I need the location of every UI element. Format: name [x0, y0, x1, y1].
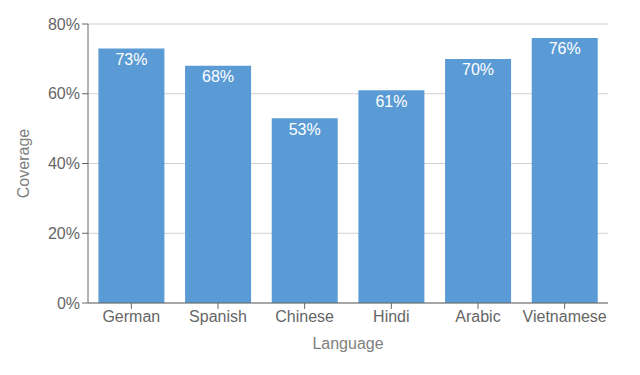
svg-text:Spanish: Spanish — [189, 308, 247, 325]
svg-text:Chinese: Chinese — [275, 308, 334, 325]
svg-text:20%: 20% — [48, 225, 80, 242]
svg-text:53%: 53% — [289, 121, 321, 138]
svg-text:Arabic: Arabic — [455, 308, 500, 325]
svg-text:Vietnamese: Vietnamese — [523, 308, 607, 325]
svg-text:80%: 80% — [48, 16, 80, 33]
svg-text:68%: 68% — [202, 68, 234, 85]
svg-text:73%: 73% — [115, 51, 147, 68]
svg-text:Coverage: Coverage — [15, 129, 32, 198]
svg-text:60%: 60% — [48, 85, 80, 102]
svg-text:0%: 0% — [57, 295, 80, 312]
svg-text:70%: 70% — [462, 61, 494, 78]
svg-text:61%: 61% — [375, 93, 407, 110]
svg-text:40%: 40% — [48, 155, 80, 172]
svg-text:German: German — [102, 308, 160, 325]
svg-text:76%: 76% — [549, 40, 581, 57]
svg-text:Language: Language — [312, 335, 383, 352]
svg-text:Hindi: Hindi — [373, 308, 409, 325]
